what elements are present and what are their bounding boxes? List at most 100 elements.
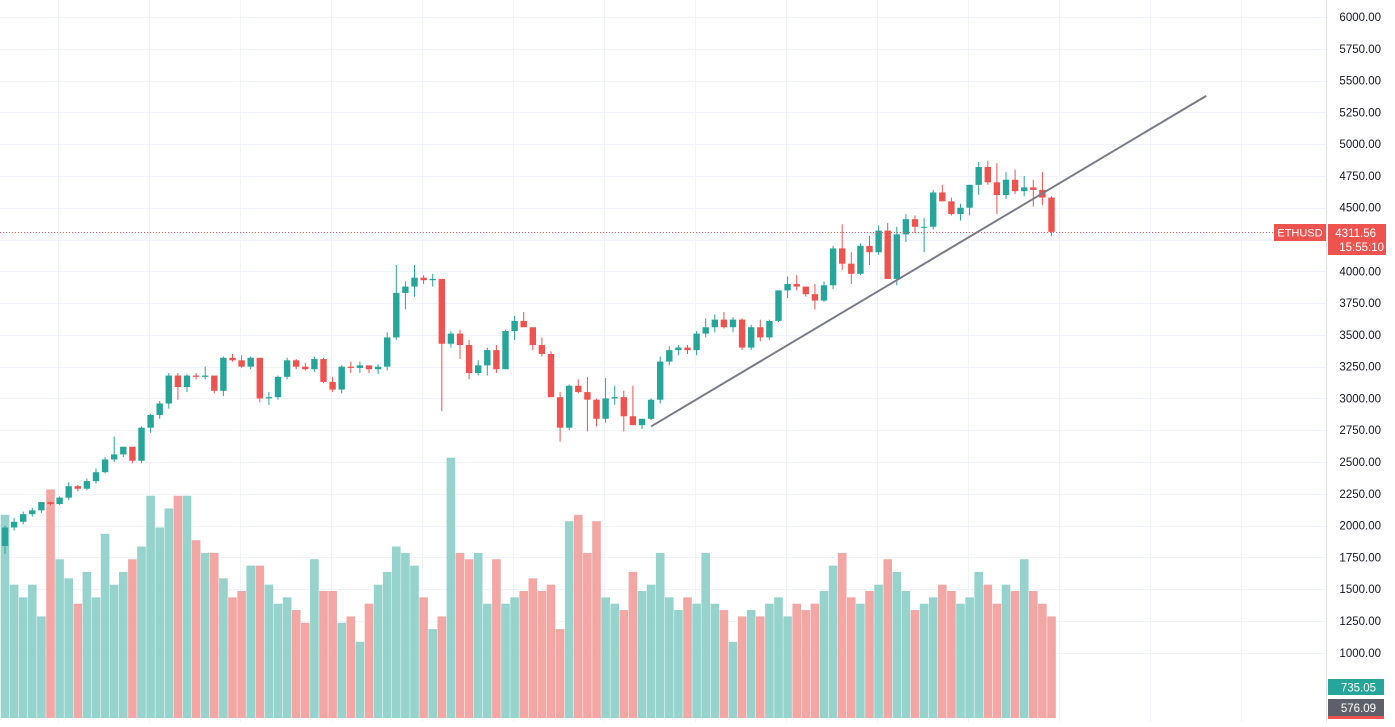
candle xyxy=(957,203,964,221)
volume-bar xyxy=(1047,616,1056,718)
candle-body xyxy=(939,192,946,202)
price-tick-label: 3750.00 xyxy=(1339,298,1381,310)
candle xyxy=(92,468,100,484)
candle xyxy=(311,356,318,372)
candle xyxy=(147,413,154,433)
candle-body xyxy=(475,365,482,374)
volume-bar xyxy=(1029,591,1038,718)
volume-bar xyxy=(137,546,146,718)
candle-body xyxy=(365,365,373,370)
volume-bar xyxy=(364,603,374,718)
volume-bar xyxy=(55,559,64,718)
volume-bar xyxy=(328,591,337,718)
candle xyxy=(1,525,9,554)
volume-bar xyxy=(428,629,437,718)
candle-body xyxy=(711,319,718,328)
candle xyxy=(74,484,81,492)
volume-badge-gray-label: 576.09 xyxy=(1341,703,1376,715)
candle xyxy=(902,214,910,243)
price-axis[interactable]: 6000.00 5750.00 5500.00 5250.00 5000.00 4750.… xyxy=(1339,12,1381,660)
candle-body xyxy=(620,397,627,417)
candle xyxy=(857,243,864,276)
candle xyxy=(738,318,746,351)
volume-bar xyxy=(837,552,847,718)
candle-body xyxy=(902,219,910,235)
candle xyxy=(911,215,919,234)
candle xyxy=(183,374,191,393)
volume-bar xyxy=(510,597,519,718)
volume-bar xyxy=(264,584,274,718)
candle xyxy=(156,400,163,419)
price-tick-label: 3250.00 xyxy=(1339,362,1381,374)
volume-badge-up: 735.05 xyxy=(1328,679,1384,695)
candle-body xyxy=(311,359,318,370)
candle-body xyxy=(957,207,964,215)
candle xyxy=(384,332,391,371)
volume-bar xyxy=(564,521,574,718)
candle xyxy=(930,189,937,230)
candle-body xyxy=(875,230,882,253)
volume-bar xyxy=(173,495,183,718)
volume-bar xyxy=(701,552,710,718)
volume-bar xyxy=(28,584,37,718)
volume-bar xyxy=(455,552,465,718)
volume-bar xyxy=(164,508,174,718)
price-tick-label: 2500.00 xyxy=(1339,457,1381,469)
candle-body xyxy=(20,514,27,522)
volume-bar xyxy=(109,584,119,718)
volume-bar xyxy=(0,514,10,718)
volume-bar xyxy=(483,603,492,718)
volume-bar xyxy=(237,591,246,718)
candle xyxy=(83,478,91,490)
candle-body xyxy=(302,366,309,370)
candle xyxy=(447,331,455,348)
candle-body xyxy=(111,454,118,460)
volume-bar xyxy=(355,641,365,718)
volume-bar xyxy=(1019,559,1029,718)
candle-body xyxy=(684,347,691,351)
volume-bar xyxy=(228,597,237,718)
candle xyxy=(211,375,218,394)
candle-body xyxy=(802,286,809,295)
candle xyxy=(165,373,172,409)
trendline[interactable] xyxy=(650,94,1207,428)
candle xyxy=(238,355,245,368)
price-tick-label: 1000.00 xyxy=(1339,648,1381,660)
candle-body xyxy=(675,347,682,351)
candle xyxy=(839,224,846,271)
volume-bar xyxy=(746,610,756,718)
volume-bar xyxy=(710,603,720,718)
price-tick-label: 5000.00 xyxy=(1339,139,1381,151)
candle xyxy=(347,361,354,374)
candle-body xyxy=(374,366,382,370)
volume-bar xyxy=(464,559,474,718)
candle xyxy=(566,384,573,431)
countdown-label: 15:55:10 xyxy=(1339,242,1384,254)
candle xyxy=(274,375,282,400)
symbol-label: ETHUSD xyxy=(1277,228,1322,240)
candle xyxy=(247,356,254,370)
volume-bar xyxy=(473,552,483,718)
candle-body xyxy=(766,320,773,338)
volume-bar xyxy=(628,571,638,718)
volume-bar xyxy=(537,591,547,718)
candle xyxy=(129,446,136,464)
candle xyxy=(948,197,955,216)
candle-body xyxy=(220,357,227,391)
price-tick-label: 5750.00 xyxy=(1339,44,1381,56)
candle xyxy=(529,327,536,351)
candle xyxy=(293,359,300,370)
price-tick-label: 4000.00 xyxy=(1339,266,1381,278)
volume-bar xyxy=(856,603,865,718)
candle-body xyxy=(265,397,273,399)
candle xyxy=(748,324,755,351)
candle xyxy=(174,373,182,400)
volume-bar xyxy=(282,597,292,718)
volume-bar xyxy=(37,616,46,718)
candle-body xyxy=(411,277,418,287)
candle-body xyxy=(775,290,782,321)
candle xyxy=(684,345,691,354)
candle-body xyxy=(547,353,555,398)
